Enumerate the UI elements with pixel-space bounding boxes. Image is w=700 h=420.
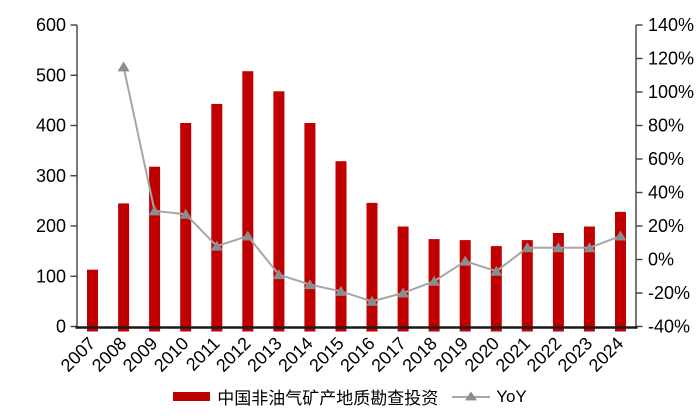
bar-2008	[118, 203, 130, 332]
right-axis-tick-label: 20%	[648, 216, 684, 236]
yoy-marker-2010	[179, 208, 192, 219]
left-axis-tick-label: 200	[36, 216, 66, 236]
x-axis-label-2015: 2015	[305, 333, 347, 375]
right-axis-tick-label: -20%	[648, 283, 690, 303]
x-axis-label-2013: 2013	[243, 333, 285, 375]
yoy-marker-2014	[303, 279, 316, 290]
legend-item-investment: 中国非油气矿产地质勘查投资	[173, 384, 438, 409]
legend: 中国非油气矿产地质勘查投资 YoY	[0, 384, 700, 409]
bar-2022	[552, 233, 564, 332]
yoy-marker-2017	[397, 287, 410, 298]
legend-label-investment: 中国非油气矿产地质勘查投资	[217, 389, 439, 408]
yoy-marker-2011	[210, 240, 223, 251]
yoy-marker-2008	[117, 61, 130, 72]
x-axis-label-2008: 2008	[88, 333, 130, 375]
x-axis-label-2009: 2009	[119, 333, 161, 375]
x-axis-label-2016: 2016	[336, 333, 378, 375]
bar-2020	[490, 246, 502, 332]
yoy-marker-2013	[272, 269, 285, 280]
bar-2013	[273, 91, 285, 332]
right-axis-tick-label: 60%	[648, 149, 684, 169]
yoy-marker-2016	[366, 295, 379, 306]
right-axis-tick-label: 80%	[648, 116, 684, 136]
right-axis-tick-label: 140%	[648, 15, 694, 35]
x-axis-label-2023: 2023	[554, 333, 596, 375]
line-series-swatch-icon	[452, 390, 491, 400]
yoy-marker-2019	[459, 255, 472, 266]
yoy-marker-2018	[428, 275, 441, 286]
x-axis-label-2019: 2019	[430, 333, 472, 375]
right-axis-tick-label: 120%	[648, 49, 694, 69]
x-axis-label-2010: 2010	[150, 333, 192, 375]
yoy-marker-2021	[521, 242, 534, 253]
bar-2017	[397, 226, 409, 332]
x-axis-label-2007: 2007	[57, 333, 99, 375]
bar-2021	[521, 240, 533, 332]
x-axis-label-2018: 2018	[398, 333, 440, 375]
x-axis-label-2017: 2017	[367, 333, 409, 375]
bar-2012	[242, 71, 254, 332]
x-axis-label-2020: 2020	[461, 333, 503, 375]
yoy-marker-2012	[241, 230, 254, 241]
left-axis-tick-label: 300	[36, 166, 66, 186]
x-axis-label-2014: 2014	[274, 333, 316, 375]
left-axis-tick-label: 100	[36, 266, 66, 286]
yoy-marker-2015	[334, 285, 347, 296]
right-axis-tick-label: 40%	[648, 183, 684, 203]
yoy-marker-2020	[490, 265, 503, 276]
yoy-marker-2022	[552, 242, 565, 253]
right-axis-tick-label: -40%	[648, 317, 690, 337]
right-axis-tick-label: 100%	[648, 82, 694, 102]
bar-2016	[366, 202, 378, 332]
left-axis-tick-label: 0	[56, 317, 66, 337]
x-axis-label-2024: 2024	[585, 333, 627, 375]
left-axis-tick-label: 600	[36, 15, 66, 35]
left-axis-tick-label: 500	[36, 65, 66, 85]
x-axis-label-2011: 2011	[182, 333, 224, 375]
right-axis-tick-label: 0%	[648, 250, 674, 270]
left-axis-tick-label: 400	[36, 116, 66, 136]
bar-2007	[87, 269, 98, 332]
legend-item-yoy: YoY	[452, 387, 527, 407]
bar-series-swatch-icon	[173, 392, 211, 401]
bar-2009	[149, 166, 161, 332]
bar-2023	[583, 226, 595, 332]
yoy-marker-2024	[614, 230, 627, 241]
bar-2024	[615, 211, 626, 332]
x-axis-label-2022: 2022	[523, 333, 565, 375]
yoy-marker-2009	[148, 205, 161, 216]
bar-2011	[211, 103, 223, 332]
x-axis-label-2012: 2012	[212, 333, 254, 375]
x-axis-label-2021: 2021	[492, 333, 534, 375]
triangle-marker-icon	[465, 390, 478, 400]
bar-2014	[304, 123, 316, 332]
bar-2010	[180, 123, 192, 332]
bar-2015	[335, 161, 347, 332]
yoy-marker-2023	[583, 242, 596, 253]
bar-2019	[459, 240, 471, 332]
legend-label-yoy: YoY	[496, 386, 527, 406]
